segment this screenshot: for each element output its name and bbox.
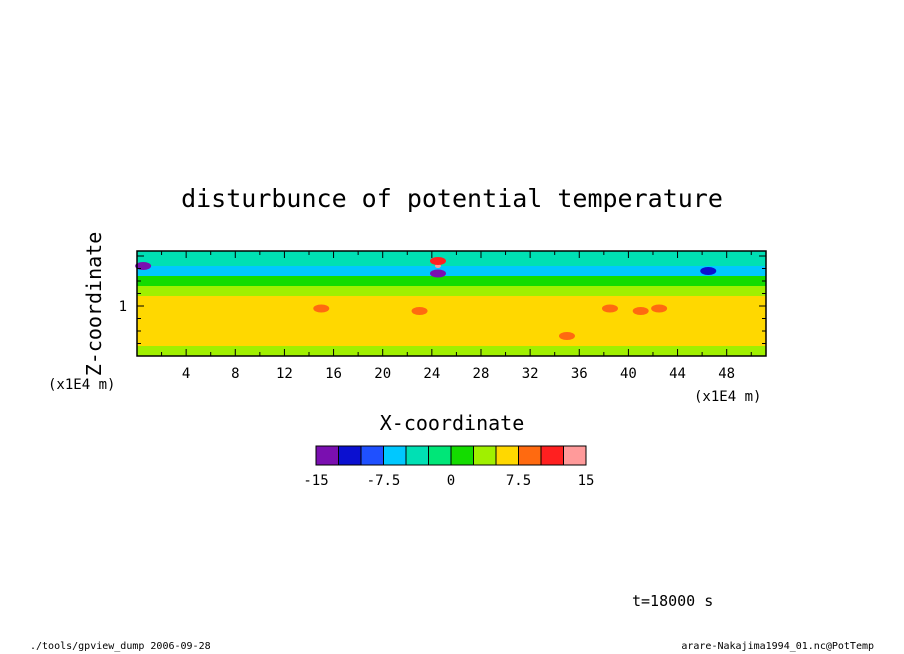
contour-patch-7 (429, 269, 446, 278)
footer-right: arare-Nakajima1994_01.nc@PotTemp (681, 641, 874, 652)
colorbar-label-2: 0 (447, 473, 455, 489)
x-tick-label-6: 28 (473, 366, 490, 382)
contour-patch-5 (651, 304, 668, 313)
chart-title: disturbunce of potential temperature (181, 184, 723, 213)
colorbar-swatch-9 (518, 445, 542, 466)
x-tick-label-8: 36 (571, 366, 588, 382)
y-axis-label: Z-coordinate (82, 232, 106, 377)
colorbar-label-4: 15 (578, 473, 595, 489)
x-tick-label-9: 40 (620, 366, 637, 382)
x-axis-units: (x1E4 m) (694, 389, 761, 405)
x-tick-label-3: 16 (325, 366, 342, 382)
contour-patch-0 (313, 304, 330, 313)
colorbar-swatch-3 (383, 445, 407, 466)
colorbar-swatch-4 (405, 445, 429, 466)
colorbar-label-0: -15 (303, 473, 328, 489)
x-tick-label-7: 32 (522, 366, 539, 382)
x-axis-label: X-coordinate (380, 411, 525, 435)
contour-band-4 (137, 276, 766, 286)
colorbar-label-3: 7.5 (506, 473, 531, 489)
contour-field (135, 251, 766, 356)
contour-patch-9 (434, 264, 441, 268)
y-axis-units: (x1E4 m) (48, 377, 115, 393)
colorbar: -15 -7.5 0 7.5 15 (303, 445, 595, 489)
plot-frame (136, 250, 767, 357)
colorbar-label-1: -7.5 (367, 473, 401, 489)
footer-left: ./tools/gpview_dump 2006-09-28 (30, 641, 211, 652)
contour-band-5 (137, 266, 766, 276)
colorbar-swatch-10 (540, 445, 564, 466)
x-tick-label-2: 12 (276, 366, 293, 382)
contour-patch-8 (700, 267, 717, 275)
contour-band-1 (137, 316, 766, 346)
colorbar-swatch-11 (563, 445, 587, 466)
colorbar-swatch-1 (338, 445, 362, 466)
y-tick-label-0: 1 (119, 299, 127, 315)
colorbar-swatch-0 (315, 445, 339, 466)
contour-band-6 (137, 251, 766, 266)
contour-patch-3 (601, 304, 618, 313)
contour-band-2 (137, 296, 766, 316)
colorbar-swatch-2 (360, 445, 384, 466)
contour-patch-1 (411, 307, 428, 315)
time-label: t=18000 s (632, 592, 714, 610)
colorbar-swatch-5 (428, 445, 452, 466)
contour-patch-4 (632, 307, 649, 315)
x-tick-label-1: 8 (231, 366, 239, 382)
colorbar-swatch-8 (495, 445, 519, 466)
x-tick-label-11: 48 (718, 366, 735, 382)
x-tick-label-0: 4 (182, 366, 190, 382)
contour-band-3 (137, 286, 766, 296)
x-tick-label-4: 20 (374, 366, 391, 382)
x-tick-label-10: 44 (669, 366, 686, 382)
contour-band-0 (137, 346, 766, 356)
x-tick-label-5: 24 (423, 366, 440, 382)
contour-patch-2 (558, 332, 575, 340)
colorbar-swatch-6 (450, 445, 474, 466)
axes: 4 8 12 16 20 24 28 32 36 40 44 481 (119, 250, 767, 382)
contour-patch-10 (429, 257, 446, 265)
colorbar-swatch-7 (473, 445, 497, 466)
